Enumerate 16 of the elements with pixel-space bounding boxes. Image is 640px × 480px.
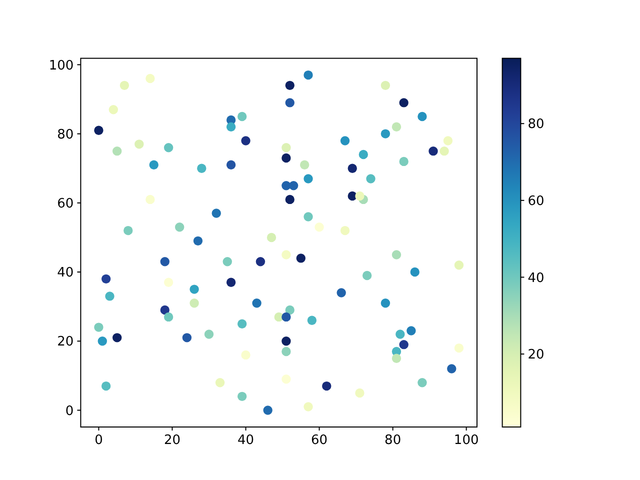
y-tick-label: 60 [57,196,74,212]
y-tick-label: 20 [57,334,74,350]
x-tick-label: 100 [454,433,479,448]
color-bar-label: 60 [528,194,544,209]
color-bar-label: 80 [528,117,544,132]
color-bar-label: 20 [528,348,544,363]
y-tick-label: 80 [57,127,74,142]
y-tick-label: 40 [57,266,74,281]
x-tick-label: 80 [384,433,402,448]
color-bar-label: 40 [528,270,544,286]
x-tick-label: 40 [237,433,254,448]
x-tick-label: 20 [164,433,181,448]
x-tick-label: 60 [311,433,328,448]
y-tick-label: 0 [65,404,74,419]
x-tick-label: 0 [94,433,103,448]
y-tick-label: 100 [48,58,74,74]
